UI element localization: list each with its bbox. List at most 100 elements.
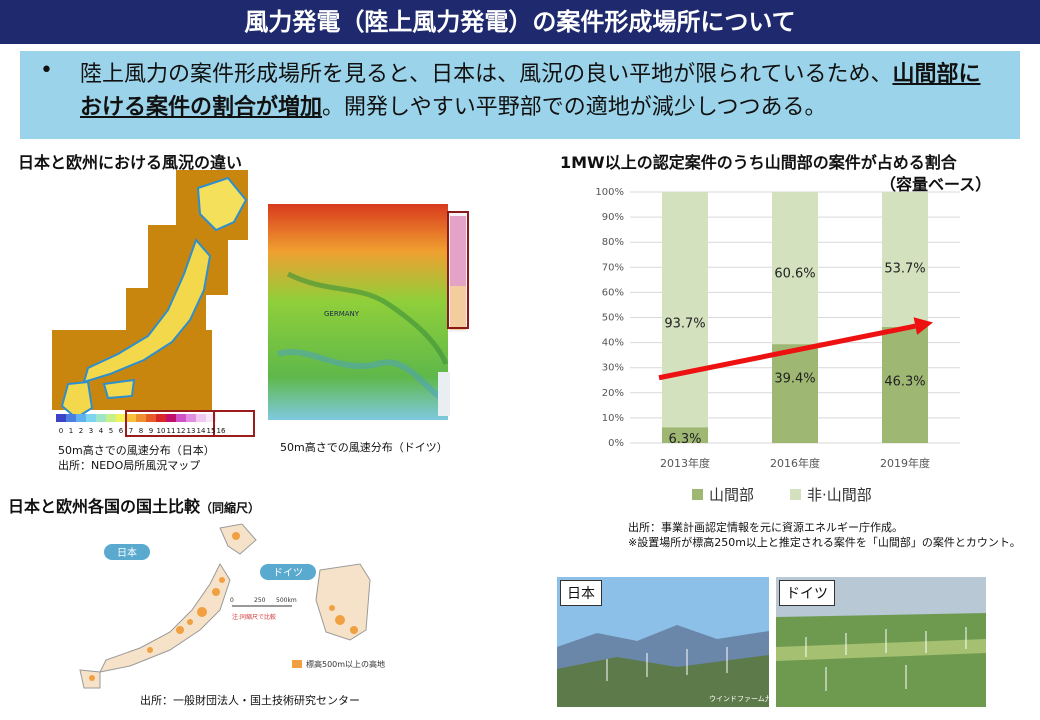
scale-tick: 16 <box>217 427 226 435</box>
land-heading-sub: （同縮尺） <box>200 501 261 515</box>
scale-label: 250 <box>254 597 266 604</box>
germany-pill-label: ドイツ <box>273 568 303 579</box>
germany-outline <box>315 563 371 641</box>
summary-text-start: 陸上風力の案件形成場所を見ると、日本は、風況の良い平地が限られているため、 <box>80 62 893 87</box>
germany-wind-caption: 50m高さでの風速分布（ドイツ） <box>280 441 448 454</box>
y-tick-label: 30% <box>602 363 624 374</box>
scale-tick: 8 <box>139 427 143 435</box>
scale-tick: 12 <box>177 427 186 435</box>
data-label: 60.6% <box>774 266 815 281</box>
bullet-marker: • <box>40 58 53 83</box>
summary-text-end: 。開発しやすい平野部での適地が減少しつつある。 <box>322 95 827 120</box>
page-title: 風力発電（陸上風力発電）の案件形成場所について <box>0 0 1040 44</box>
map-inset <box>438 372 450 416</box>
y-tick-label: 0% <box>608 438 624 449</box>
bar-mountain <box>662 427 708 443</box>
land-legend-label: 標高500m以上の高地 <box>306 659 385 669</box>
summary-box <box>20 51 1020 139</box>
scale-tick: 4 <box>99 427 104 435</box>
y-tick-label: 100% <box>595 187 624 198</box>
y-tick-label: 80% <box>602 237 624 248</box>
chart-note: ※設置場所が標高250m以上と推定される案件を「山間部」の案件とカウント。 <box>628 536 1021 549</box>
scale-tick: 13 <box>187 427 196 435</box>
x-tick-label: 2016年度 <box>770 456 820 470</box>
bar-non-mountain <box>882 192 928 327</box>
shikoku-shape <box>102 378 136 400</box>
japan-pill-label: 日本 <box>117 546 137 559</box>
scale-note: 注:同縮尺で比較 <box>232 613 276 621</box>
data-label: 39.4% <box>774 372 815 387</box>
land-section-heading: 日本と欧州各国の国土比較（同縮尺） <box>8 493 260 517</box>
wind-scale-ticks: 0 1 2 3 4 5 6 7 8 9 10 11 12 13 14 15 16 <box>59 427 226 435</box>
y-tick-label: 50% <box>602 313 624 324</box>
bar-non-mountain <box>662 192 708 428</box>
chart-heading: 1MW以上の認定案件のうち山間部の案件が占める割合 <box>560 153 957 172</box>
bar-mountain <box>882 326 928 443</box>
data-label: 46.3% <box>884 374 925 389</box>
wind-section-heading: 日本と欧州における風況の違い <box>18 153 243 172</box>
scale-tick: 10 <box>157 427 166 435</box>
legend-highlight <box>447 211 469 329</box>
x-tick-label: 2013年度 <box>660 456 710 470</box>
legend-swatch <box>790 489 801 500</box>
scale-tick: 0 <box>59 427 63 435</box>
japan-pill <box>104 544 150 560</box>
scale-tick: 2 <box>79 427 83 435</box>
legend-swatch <box>292 660 302 668</box>
scale-tick: 9 <box>149 427 153 435</box>
scale-tick: 11 <box>167 427 176 435</box>
honshu-outline <box>99 562 231 673</box>
photo-fields <box>776 613 986 707</box>
scale-label: 0 <box>230 597 234 604</box>
trend-arrow-head <box>913 317 933 335</box>
y-tick-label: 70% <box>602 262 624 273</box>
land-heading-main: 日本と欧州各国の国土比較 <box>8 497 201 516</box>
germany-pill <box>260 564 316 580</box>
bar-mountain <box>772 344 818 443</box>
trend-arrow-shaft <box>658 323 916 381</box>
legend-swatch <box>692 489 703 500</box>
photo-ridge <box>557 655 769 707</box>
turbines <box>606 647 728 681</box>
germany-legend-panel <box>448 212 468 332</box>
scale-tick: 5 <box>109 427 113 435</box>
y-tick-label: 60% <box>602 287 624 298</box>
germany-windfarm-photo <box>776 577 986 707</box>
wind-speed-scale <box>56 410 255 437</box>
germany-highland-patches <box>329 605 358 634</box>
japan-wind-caption: 50m高さでの風速分布（日本） <box>58 444 215 457</box>
land-comparison-map: 日本 ドイツ 0 250 500km 注:同縮尺で比較 標高500m以上の高地 <box>79 523 385 689</box>
legend-swatch <box>450 286 466 330</box>
photo-credit: ウインドファーム九州 <box>709 694 769 703</box>
kyushu-shape <box>60 380 94 420</box>
land-source: 出所：一般財団法人・国土技術研究センター <box>140 694 360 707</box>
summary-text-emphasis: 山間部における案件の割合が増加 <box>80 62 981 120</box>
chart-source: 出所：事業計画認定情報を元に資源エネルギー庁作成。 <box>628 521 903 534</box>
data-label: 6.3% <box>668 432 701 447</box>
y-tick-label: 40% <box>602 338 624 349</box>
chart-heading-sub: （容量ベース） <box>880 175 992 194</box>
japan-photo-label: 日本 <box>560 580 602 606</box>
data-label: 93.7% <box>664 317 705 332</box>
scale-label: 500km <box>276 597 297 604</box>
x-tick-label: 2019年度 <box>880 456 930 470</box>
legend-swatch <box>450 216 466 286</box>
turbines <box>805 627 967 691</box>
germany-photo-label: ドイツ <box>779 580 835 606</box>
japan-wind-map: 0 1 2 3 4 5 6 7 8 9 10 11 12 13 14 15 16 <box>52 170 255 437</box>
terrain-band <box>286 271 449 365</box>
hokkaido-shape <box>196 176 248 232</box>
summary-text: 陸上風力の案件形成場所を見ると、日本は、風況の良い平地が限られているため、山間部… <box>80 58 1000 124</box>
scale-tick: 15 <box>207 427 216 435</box>
bar-non-mountain <box>772 192 818 345</box>
highland-patches <box>89 532 240 681</box>
germany-map-label: GERMANY <box>324 310 360 318</box>
scale-tick: 1 <box>69 427 73 435</box>
scale-tick: 3 <box>89 427 93 435</box>
mountain-ratio-chart: 0% 10% 20% 30% 40% 50% 60% 70% 80% 90% 100% 2013年度 2… <box>595 187 960 504</box>
y-tick-label: 10% <box>602 413 624 424</box>
germany-wind-map: GERMANY <box>268 204 469 420</box>
germany-terrain <box>268 204 448 420</box>
data-label: 53.7% <box>884 261 925 276</box>
scale-tick: 6 <box>119 427 124 435</box>
